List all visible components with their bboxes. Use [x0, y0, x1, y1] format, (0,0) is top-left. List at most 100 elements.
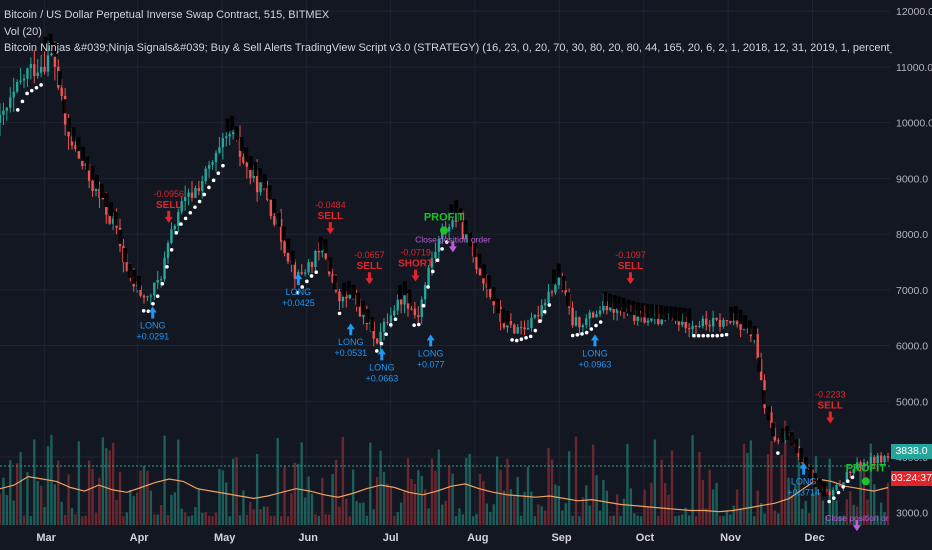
candle-body	[341, 294, 345, 302]
candle	[722, 317, 725, 329]
candle	[718, 313, 722, 332]
volume-bar	[132, 496, 135, 525]
volume-bar	[142, 465, 146, 525]
trail-shadow	[332, 275, 337, 290]
candle-body	[331, 274, 334, 283]
x-tick-label: Nov	[720, 532, 742, 544]
volume-bar	[619, 515, 622, 525]
trail-shadow	[472, 243, 477, 258]
trail-dot	[179, 222, 183, 226]
trail-shadow	[137, 275, 142, 290]
trail-dot	[81, 147, 85, 151]
candle-body	[883, 456, 886, 463]
trail-shadow	[276, 212, 281, 227]
volume-bar	[231, 458, 235, 525]
trail-shadow	[360, 300, 365, 315]
volume-bar	[310, 493, 314, 525]
candle-body	[221, 138, 225, 148]
candle-body	[2, 110, 5, 115]
volume-bar	[660, 459, 663, 525]
trail-dot	[771, 422, 776, 427]
trail-shadow	[645, 303, 650, 318]
candle	[170, 222, 173, 245]
trail-dot	[440, 247, 444, 251]
trail-dot	[566, 292, 570, 297]
candle	[396, 294, 399, 315]
volume-bar	[804, 500, 807, 525]
symbol-title[interactable]: Bitcoin / US Dollar Perpetual Inverse Sw…	[4, 9, 330, 21]
volume-bar	[735, 489, 739, 525]
candle	[691, 320, 694, 337]
trail-shadow	[813, 472, 818, 487]
candle-body	[314, 251, 317, 268]
candle	[547, 283, 550, 308]
trail-dot	[673, 307, 678, 311]
volume-bar	[722, 516, 725, 525]
volume-bar	[605, 490, 609, 525]
trail-shadow	[449, 204, 454, 219]
volume-bar	[729, 514, 732, 525]
candle	[588, 309, 591, 328]
trail-dot	[468, 232, 472, 237]
volume-bar	[262, 506, 266, 525]
candle-body	[873, 456, 876, 464]
candle-body	[307, 262, 310, 273]
volume-bar	[451, 473, 454, 525]
trail-dot	[547, 303, 552, 307]
volume-bar	[869, 443, 873, 525]
candle	[310, 261, 314, 274]
candle	[163, 251, 166, 282]
strategy-indicator-title[interactable]: Bitcoin Ninjas &#039;Ninja Signals&#039;…	[4, 42, 892, 54]
trail-shadow	[328, 257, 333, 272]
trail-shadow	[785, 425, 790, 440]
trail-dot	[510, 338, 514, 342]
volume-bar	[362, 502, 365, 525]
candle	[578, 316, 581, 336]
trail-dot	[258, 168, 263, 172]
candle-body	[183, 197, 187, 202]
volume-bar	[225, 482, 228, 525]
volume-bar	[173, 492, 177, 525]
candle-body	[585, 318, 588, 326]
trail-shadow	[743, 315, 748, 330]
volume-indicator-title[interactable]: Vol (20)	[4, 26, 42, 38]
trail-shadow	[626, 299, 631, 314]
trail-dot	[589, 327, 594, 331]
trail-shadow	[654, 304, 659, 319]
volume-bar	[26, 472, 29, 525]
trail-shadow	[607, 293, 612, 308]
sell-arrow	[411, 269, 420, 282]
volume-bar	[22, 515, 26, 525]
trail-dot	[356, 292, 360, 297]
candle-body	[756, 334, 759, 360]
trail-dot	[804, 456, 808, 461]
trail-dot	[514, 338, 519, 343]
candle-body	[111, 218, 115, 224]
trail-dot	[48, 33, 53, 38]
candle	[537, 305, 540, 324]
candle	[2, 102, 5, 126]
candle-body	[5, 107, 9, 111]
candle-body	[293, 262, 297, 279]
volume-bar	[149, 490, 153, 525]
volume-bar	[338, 506, 341, 525]
trail-dot	[267, 185, 272, 190]
volume-bar	[698, 451, 701, 525]
volume-bar	[701, 479, 705, 525]
trail-shadow	[267, 185, 272, 200]
volume-bar	[238, 515, 242, 525]
candle	[33, 50, 36, 84]
candle-body	[125, 262, 129, 271]
candle-body	[197, 188, 201, 192]
volume-bar	[687, 515, 691, 525]
volume-bar	[221, 470, 225, 525]
volume-bar	[612, 515, 615, 525]
trail-dot	[692, 333, 696, 338]
candle	[420, 296, 423, 325]
candle-body	[711, 317, 715, 327]
volume-bar	[98, 477, 101, 525]
trail-dot	[449, 204, 454, 209]
